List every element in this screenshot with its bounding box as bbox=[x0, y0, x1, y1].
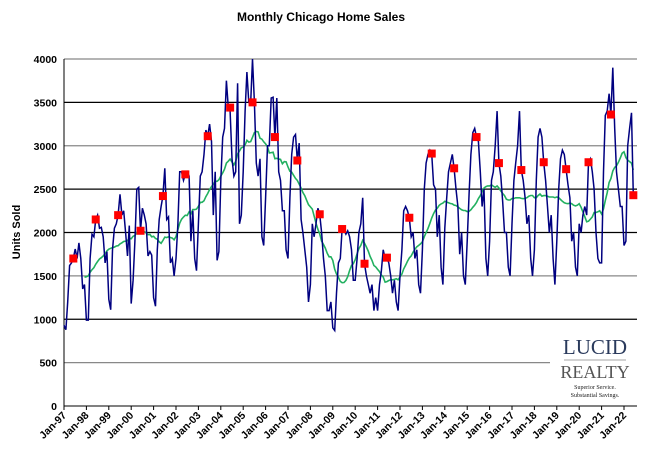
june-marker bbox=[494, 159, 503, 168]
june-marker bbox=[382, 253, 391, 262]
june-marker bbox=[539, 158, 548, 167]
june-marker bbox=[226, 103, 235, 112]
june-marker bbox=[69, 254, 78, 263]
june-marker bbox=[293, 156, 302, 165]
june-marker bbox=[472, 133, 481, 142]
y-tick-label: 0 bbox=[51, 401, 57, 413]
y-tick-label: 2000 bbox=[34, 228, 58, 240]
y-tick-label: 3000 bbox=[34, 141, 58, 153]
y-tick-label: 2500 bbox=[34, 184, 58, 196]
y-axis-label: Units Sold bbox=[11, 205, 23, 259]
june-marker bbox=[270, 133, 279, 142]
y-tick-label: 3500 bbox=[34, 97, 58, 109]
june-marker bbox=[203, 132, 212, 141]
june-marker bbox=[606, 110, 615, 119]
y-tick-label: 1000 bbox=[34, 314, 58, 326]
june-marker bbox=[181, 170, 190, 179]
logo-tagline1: Superior Service. bbox=[574, 385, 616, 391]
logo-line1: LUCID bbox=[563, 335, 627, 359]
june-marker bbox=[248, 98, 257, 107]
plot-area bbox=[63, 58, 638, 333]
y-tick-label: 4000 bbox=[34, 54, 58, 66]
chart-title: Monthly Chicago Home Sales bbox=[237, 10, 405, 24]
june-marker bbox=[629, 191, 638, 200]
moving-average-line bbox=[84, 130, 635, 284]
june-marker bbox=[91, 215, 100, 224]
x-ticks: Jan-97Jan-98Jan-99Jan-00Jan-01Jan-02Jan-… bbox=[37, 410, 629, 442]
lucid-realty-logo: LUCID REALTY Superior Service. Substanti… bbox=[560, 335, 629, 399]
logo-line2: REALTY bbox=[560, 362, 629, 382]
june-marker bbox=[338, 225, 347, 234]
june-marker bbox=[450, 164, 459, 173]
june-marker bbox=[405, 213, 414, 222]
monthly-sales-line bbox=[63, 58, 635, 333]
y-tick-label: 1500 bbox=[34, 271, 58, 283]
june-marker bbox=[360, 259, 369, 268]
logo-tagline2: Substantial Savings. bbox=[571, 393, 620, 399]
june-marker bbox=[158, 192, 167, 201]
june-marker bbox=[114, 211, 123, 220]
june-marker bbox=[584, 158, 593, 167]
gridlines bbox=[63, 58, 637, 410]
june-marker bbox=[136, 226, 145, 235]
y-ticks: 0 500 1000 1500 2000 2500 3000 3500 4000 bbox=[34, 54, 58, 413]
june-marker bbox=[315, 210, 324, 219]
june-marker bbox=[517, 166, 526, 175]
y-tick-label: 500 bbox=[39, 358, 57, 370]
june-marker bbox=[562, 165, 571, 174]
june-marker bbox=[427, 149, 436, 158]
